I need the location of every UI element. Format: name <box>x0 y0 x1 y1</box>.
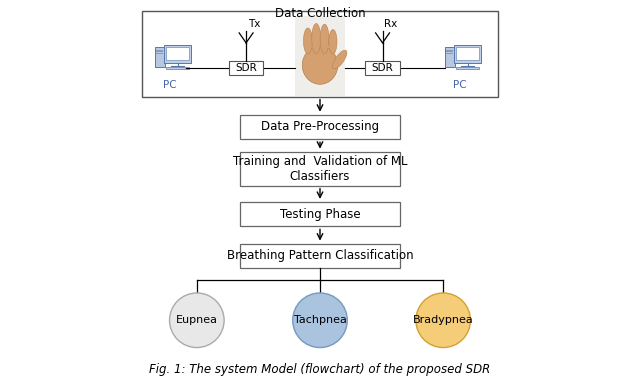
Text: Rx: Rx <box>384 19 397 29</box>
FancyBboxPatch shape <box>156 53 163 54</box>
Circle shape <box>170 293 224 348</box>
FancyBboxPatch shape <box>446 50 453 52</box>
Text: Breathing Pattern Classification: Breathing Pattern Classification <box>227 249 413 262</box>
Text: Eupnea: Eupnea <box>176 315 218 325</box>
FancyBboxPatch shape <box>166 47 189 60</box>
Text: Data Pre-Processing: Data Pre-Processing <box>261 121 379 133</box>
FancyBboxPatch shape <box>446 53 453 54</box>
FancyBboxPatch shape <box>445 47 455 67</box>
Ellipse shape <box>329 30 337 54</box>
FancyBboxPatch shape <box>365 61 399 75</box>
Text: Fig. 1: The system Model (flowchart) of the proposed SDR: Fig. 1: The system Model (flowchart) of … <box>149 363 491 376</box>
Ellipse shape <box>320 24 329 54</box>
FancyBboxPatch shape <box>229 61 263 75</box>
Text: PC: PC <box>163 80 177 90</box>
Text: Bradypnea: Bradypnea <box>413 315 474 325</box>
Text: Tx: Tx <box>248 19 260 29</box>
Text: Tachpnea: Tachpnea <box>294 315 346 325</box>
Text: Training and  Validation of ML
Classifiers: Training and Validation of ML Classifier… <box>233 155 407 183</box>
FancyBboxPatch shape <box>241 114 399 139</box>
FancyBboxPatch shape <box>156 50 163 52</box>
FancyBboxPatch shape <box>142 11 498 97</box>
Ellipse shape <box>333 50 347 69</box>
Text: SDR: SDR <box>372 63 394 73</box>
FancyBboxPatch shape <box>241 244 399 268</box>
FancyBboxPatch shape <box>166 67 189 69</box>
Ellipse shape <box>312 23 321 54</box>
FancyBboxPatch shape <box>296 16 344 96</box>
Text: PC: PC <box>453 80 467 90</box>
FancyBboxPatch shape <box>164 45 191 63</box>
FancyBboxPatch shape <box>241 202 399 227</box>
Ellipse shape <box>302 46 338 84</box>
Text: Testing Phase: Testing Phase <box>280 208 360 221</box>
Text: Data Collection: Data Collection <box>275 7 365 20</box>
FancyBboxPatch shape <box>454 45 481 63</box>
Circle shape <box>416 293 470 348</box>
Ellipse shape <box>303 28 312 54</box>
Text: SDR: SDR <box>236 63 257 73</box>
FancyBboxPatch shape <box>456 67 479 69</box>
FancyBboxPatch shape <box>155 47 165 67</box>
FancyBboxPatch shape <box>241 152 399 186</box>
FancyBboxPatch shape <box>456 47 479 60</box>
Circle shape <box>292 293 348 348</box>
